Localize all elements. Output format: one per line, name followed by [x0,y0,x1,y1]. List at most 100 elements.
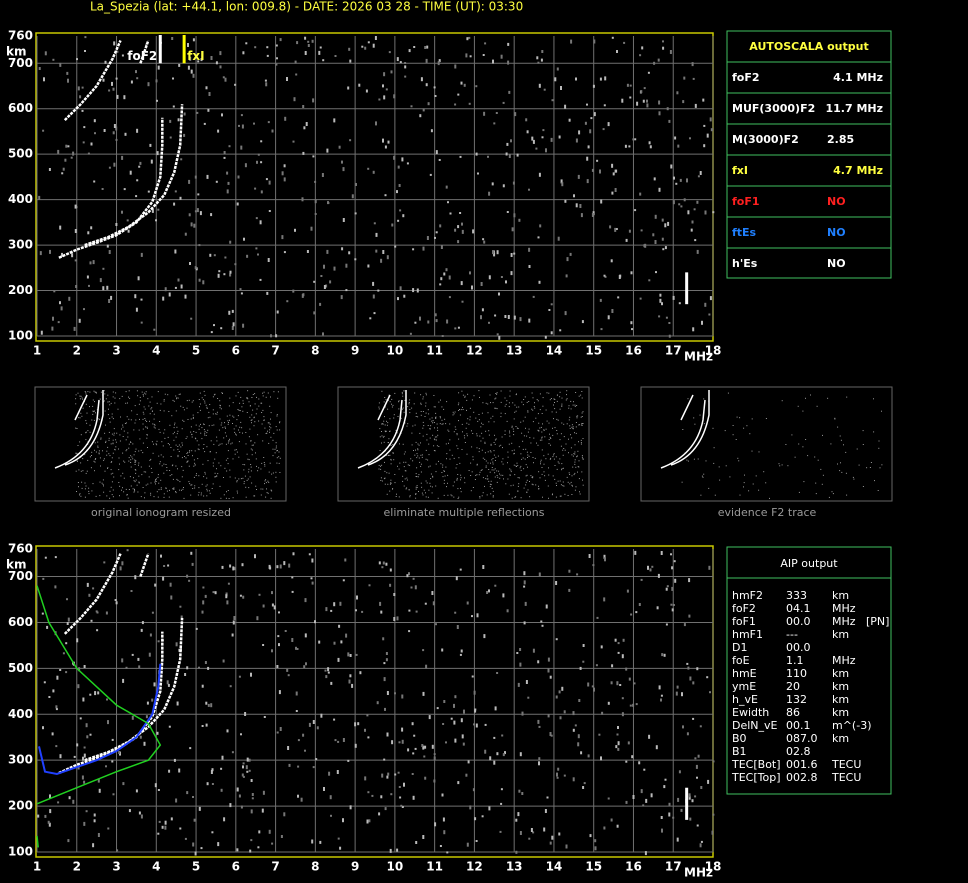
noise-dot [492,250,494,255]
noise-dot [516,153,519,157]
noise-dot [428,443,430,445]
noise-dot [205,86,208,90]
noise-dot [323,264,325,269]
noise-dot [521,458,523,460]
noise-dot [145,393,147,395]
noise-dot [560,179,563,184]
noise-dot [209,253,212,257]
noise-dot [603,826,606,830]
noise-dot [537,61,540,64]
noise-dot [696,667,699,671]
noise-dot [197,412,199,414]
noise-dot [56,675,59,680]
noise-dot [578,699,581,702]
aip-cell: km [832,667,849,680]
noise-dot [167,564,170,567]
noise-dot [444,475,446,477]
noise-dot [586,179,589,184]
noise-dot [471,675,474,678]
noise-dot [746,425,748,427]
noise-dot [182,488,184,490]
noise-dot [198,244,201,247]
noise-dot [517,465,519,467]
noise-dot [249,849,252,853]
noise-dot [566,390,568,392]
noise-dot [129,397,131,399]
noise-dot [54,585,57,589]
noise-dot [686,178,688,183]
noise-dot [404,451,406,453]
noise-dot [554,427,556,429]
noise-dot [228,440,230,442]
noise-dot [496,470,498,472]
noise-dot [85,485,87,487]
noise-dot [420,465,422,467]
noise-dot [174,249,177,254]
noise-dot [394,392,396,394]
noise-dot [496,752,499,756]
noise-dot [270,396,271,398]
noise-dot [411,773,414,775]
noise-dot [204,473,206,475]
noise-dot [391,740,394,745]
noise-dot [580,424,582,426]
noise-dot [151,407,153,409]
noise-dot [443,479,445,481]
noise-dot [464,482,466,484]
noise-dot [422,745,425,750]
noise-dot [279,472,281,473]
noise-dot [172,478,174,480]
noise-dot [288,763,291,767]
noise-dot [481,412,483,414]
noise-dot [470,462,472,464]
noise-dot [389,490,391,492]
noise-dot [114,599,117,601]
noise-dot [123,477,125,479]
noise-dot [858,464,860,466]
noise-dot [208,490,210,492]
noise-dot [831,491,833,493]
noise-dot [122,487,123,489]
noise-dot [426,433,428,435]
noise-dot [345,263,348,268]
aip-cell: foE [732,654,750,667]
noise-dot [574,451,576,453]
noise-dot [108,250,111,254]
noise-dot [696,200,699,204]
noise-dot [406,425,408,427]
noise-dot [232,402,234,404]
noise-dot [143,741,146,746]
noise-dot [244,475,246,477]
noise-dot [575,486,577,488]
noise-dot [278,643,280,647]
noise-dot [616,681,619,686]
noise-dot [93,419,95,421]
noise-dot [533,437,535,439]
noise-dot [111,457,113,459]
noise-dot [189,483,191,485]
noise-dot [537,719,540,724]
aip-cell: 1.1 [786,654,804,667]
noise-dot [84,50,86,52]
noise-dot [68,296,71,301]
noise-dot [242,432,243,434]
noise-dot [668,119,671,123]
noise-dot [151,441,153,443]
noise-dot [100,437,102,439]
noise-dot [481,308,484,312]
noise-dot [248,471,250,473]
noise-dot [660,698,662,702]
noise-dot [743,486,744,488]
noise-dot [103,458,105,460]
noise-dot [80,395,82,397]
noise-dot [541,50,544,53]
noise-dot [227,420,229,422]
noise-dot [201,438,203,440]
noise-dot [121,54,124,57]
noise-dot [77,766,80,770]
noise-dot [511,442,513,444]
noise-dot [264,463,266,465]
noise-dot [269,405,271,407]
noise-dot [378,468,380,470]
noise-dot [688,795,691,800]
